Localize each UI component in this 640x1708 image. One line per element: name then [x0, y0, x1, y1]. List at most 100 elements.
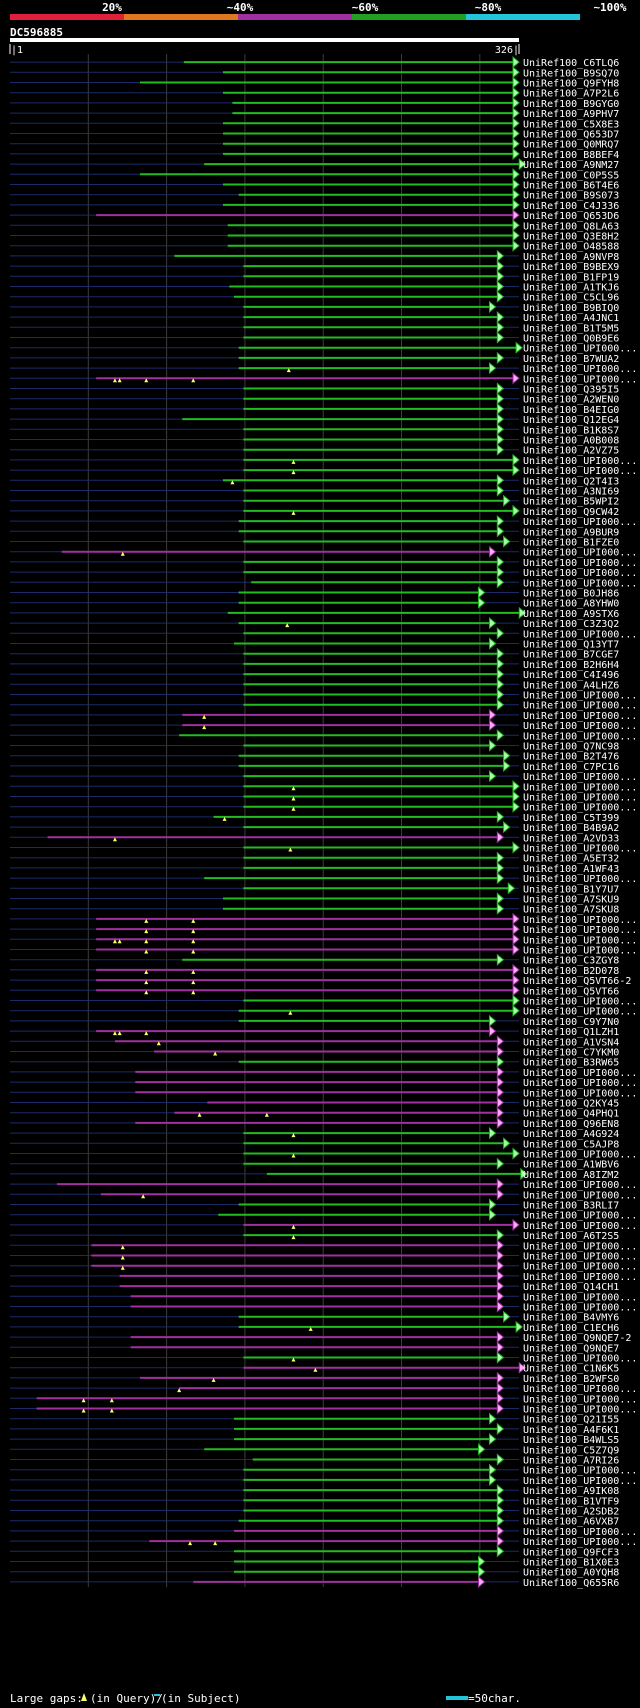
hit-label[interactable]: UniRef100_A2VZ75: [523, 446, 619, 457]
hit-label[interactable]: UniRef100_A8IZM2: [523, 1170, 619, 1181]
hit-label[interactable]: UniRef100_A2VD33: [523, 833, 619, 844]
hit-row[interactable]: UniRef100_A8IZM2: [10, 1167, 619, 1181]
hit-label[interactable]: UniRef100_B1X0E3: [523, 1558, 619, 1569]
hit-row[interactable]: UniRef100_B3RLI7: [10, 1198, 619, 1212]
hit-label[interactable]: UniRef100_UPI000...: [523, 1088, 637, 1099]
hit-row[interactable]: UniRef100_UPI000...: [10, 780, 637, 793]
hit-row[interactable]: UniRef100_UPI000...: [10, 1218, 637, 1232]
hit-label[interactable]: UniRef100_B9BEX9: [523, 262, 619, 273]
hit-label[interactable]: UniRef100_A7SKU8: [523, 905, 619, 916]
hit-label[interactable]: UniRef100_B1FP19: [523, 272, 619, 283]
hit-row[interactable]: UniRef100_C7YKM0: [10, 1045, 619, 1059]
hit-row[interactable]: UniRef100_UPI000...: [10, 912, 637, 926]
hit-label[interactable]: UniRef100_UPI000...: [523, 374, 637, 385]
hit-row[interactable]: UniRef100_C5CL96: [10, 290, 619, 304]
hit-label[interactable]: UniRef100_UPI000...: [523, 1476, 637, 1487]
hit-label[interactable]: UniRef100_A9STX6: [523, 609, 619, 620]
hit-row[interactable]: UniRef100_B2T476: [10, 749, 619, 763]
hit-label[interactable]: UniRef100_Q2KY45: [523, 1099, 619, 1110]
hit-row[interactable]: UniRef100_B0JH86: [10, 586, 619, 600]
hit-row[interactable]: UniRef100_B5WPI2: [10, 494, 619, 508]
hit-row[interactable]: UniRef100_UPI000...: [10, 1239, 637, 1252]
hit-row[interactable]: UniRef100_Q3E8H2: [10, 229, 619, 243]
hit-label[interactable]: UniRef100_UPI000...: [523, 935, 637, 946]
hit-label[interactable]: UniRef100_UPI000...: [523, 1190, 637, 1201]
hit-label[interactable]: UniRef100_C5X8E3: [523, 119, 619, 130]
hit-row[interactable]: UniRef100_B6T4E6: [10, 178, 619, 192]
hit-label[interactable]: UniRef100_B6T4E6: [523, 181, 619, 192]
hit-row[interactable]: UniRef100_A4LHZ6: [10, 678, 619, 691]
hit-row[interactable]: UniRef100_UPI000...: [10, 933, 637, 946]
hit-label[interactable]: UniRef100_Q9FCF3: [523, 1547, 619, 1558]
hit-row[interactable]: UniRef100_A7RI26: [10, 1453, 619, 1467]
hit-row[interactable]: UniRef100_UPI000...: [10, 1463, 637, 1477]
hit-row[interactable]: UniRef100_A2WEN0: [10, 392, 619, 406]
hit-row[interactable]: UniRef100_Q21I55: [10, 1412, 619, 1426]
hit-label[interactable]: UniRef100_C5CL96: [523, 293, 619, 304]
hit-row[interactable]: UniRef100_UPI000...: [10, 872, 637, 885]
hit-row[interactable]: UniRef100_UPI000...: [10, 1086, 637, 1099]
hit-label[interactable]: UniRef100_Q14CH1: [523, 1282, 619, 1293]
hit-row[interactable]: UniRef100_A3NI69: [10, 484, 619, 498]
hit-row[interactable]: UniRef100_UPI000...: [10, 1382, 637, 1395]
hit-label[interactable]: UniRef100_C7YKM0: [523, 1048, 619, 1059]
hit-row[interactable]: UniRef100_Q13YT7: [10, 637, 619, 651]
hit-label[interactable]: UniRef100_B2D078: [523, 966, 619, 977]
hit-label[interactable]: UniRef100_C1N6K5: [523, 1364, 619, 1375]
hit-row[interactable]: UniRef100_Q9FCF3: [10, 1545, 619, 1558]
hit-row[interactable]: UniRef100_Q9FYH8: [10, 76, 619, 90]
hit-label[interactable]: UniRef100_B4WLS5: [523, 1435, 619, 1446]
hit-label[interactable]: UniRef100_UPI000...: [523, 364, 637, 375]
hit-row[interactable]: UniRef100_Q653D7: [10, 127, 619, 141]
hit-label[interactable]: UniRef100_C5Z7Q9: [523, 1445, 619, 1456]
hit-label[interactable]: UniRef100_C4I496: [523, 670, 619, 681]
hit-row[interactable]: UniRef100_UPI000...: [10, 1402, 637, 1416]
hit-row[interactable]: UniRef100_B7WUA2: [10, 351, 619, 365]
hit-row[interactable]: UniRef100_B1VTF9: [10, 1494, 619, 1507]
hit-label[interactable]: UniRef100_A7RI26: [523, 1456, 619, 1467]
hit-row[interactable]: UniRef100_B9BEX9: [10, 260, 619, 273]
hit-row[interactable]: UniRef100_UPI000...: [10, 1249, 637, 1263]
hit-label[interactable]: UniRef100_C0P5S5: [523, 170, 619, 181]
hit-row[interactable]: UniRef100_UPI000...: [10, 1208, 637, 1222]
hit-label[interactable]: UniRef100_A2WEN0: [523, 395, 619, 406]
hit-label[interactable]: UniRef100_Q12EG4: [523, 415, 619, 426]
hit-row[interactable]: UniRef100_UPI000...: [10, 1065, 637, 1079]
hit-row[interactable]: UniRef100_A9IK08: [10, 1484, 619, 1497]
hit-label[interactable]: UniRef100_C3Z3Q2: [523, 619, 619, 630]
hit-label[interactable]: UniRef100_B2WFS0: [523, 1374, 619, 1385]
hit-label[interactable]: UniRef100_B4B9A2: [523, 823, 619, 834]
hit-row[interactable]: UniRef100_Q2KY45: [10, 1096, 619, 1110]
hit-row[interactable]: UniRef100_UPI000...: [10, 790, 637, 804]
hit-row[interactable]: UniRef100_A2VD33: [10, 831, 619, 844]
hit-row[interactable]: UniRef100_UPI000...: [10, 1178, 637, 1191]
hit-row[interactable]: UniRef100_C6TLQ6: [10, 56, 619, 69]
hit-row[interactable]: UniRef100_UPI000...: [10, 627, 637, 640]
hit-label[interactable]: UniRef100_UPI000...: [523, 844, 637, 855]
hit-row[interactable]: UniRef100_C4J336: [10, 198, 619, 212]
hit-label[interactable]: UniRef100_A9PHV7: [523, 109, 619, 120]
hit-row[interactable]: UniRef100_C3ZGY8: [10, 953, 619, 967]
hit-row[interactable]: UniRef100_C1N6K5: [10, 1361, 619, 1375]
hit-row[interactable]: UniRef100_UPI000...: [10, 453, 637, 467]
hit-label[interactable]: UniRef100_A5ET32: [523, 854, 619, 865]
hit-row[interactable]: UniRef100_UPI000...: [10, 1351, 637, 1365]
hit-row[interactable]: UniRef100_UPI000...: [10, 1004, 637, 1018]
hit-row[interactable]: UniRef100_B1FZE0: [10, 535, 619, 549]
hit-label[interactable]: UniRef100_B1Y7U7: [523, 884, 619, 895]
hit-label[interactable]: UniRef100_Q8LA63: [523, 221, 619, 232]
hit-row[interactable]: UniRef100_UPI000...: [10, 688, 637, 702]
hit-label[interactable]: UniRef100_Q5VT66: [523, 986, 619, 997]
hit-row[interactable]: UniRef100_A9PHV7: [10, 107, 619, 120]
hit-row[interactable]: UniRef100_C0P5S5: [10, 168, 619, 181]
hit-label[interactable]: UniRef100_UPI000...: [523, 946, 637, 957]
hit-row[interactable]: UniRef100_Q9CW42: [10, 504, 619, 518]
hit-row[interactable]: UniRef100_Q96EN8: [10, 1116, 619, 1130]
hit-label[interactable]: UniRef100_C6TLQ6: [523, 58, 619, 69]
hit-label[interactable]: UniRef100_UPI000...: [523, 721, 637, 732]
hit-row[interactable]: UniRef100_B2H6H4: [10, 657, 619, 671]
hit-label[interactable]: UniRef100_UPI000...: [523, 1292, 637, 1303]
hit-row[interactable]: UniRef100_Q5VT66: [10, 984, 619, 997]
hit-row[interactable]: UniRef100_UPI000...: [10, 770, 637, 783]
hit-row[interactable]: UniRef100_UPI000...: [10, 1076, 637, 1089]
